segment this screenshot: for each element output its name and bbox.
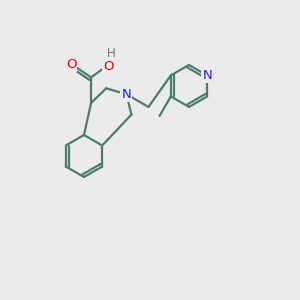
Text: H: H — [107, 47, 116, 60]
Text: O: O — [103, 59, 113, 73]
Text: O: O — [66, 58, 76, 71]
Text: N: N — [122, 88, 131, 101]
Text: N: N — [202, 69, 212, 82]
